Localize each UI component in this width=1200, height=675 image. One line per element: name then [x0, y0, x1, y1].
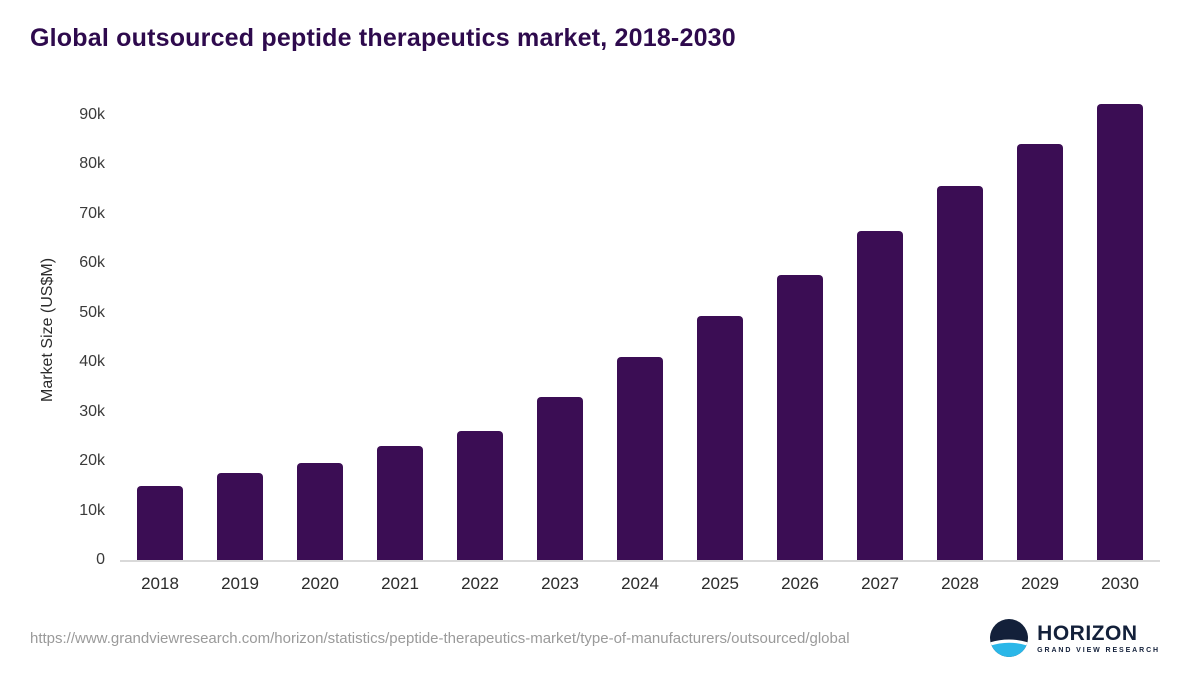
x-tick-label-2021: 2021: [381, 574, 419, 593]
horizon-logo-icon: [990, 619, 1029, 657]
bar-2021: [377, 445, 423, 560]
y-tick-label-0: 0: [96, 551, 105, 568]
y-tick-label-80k: 80k: [79, 155, 105, 173]
bar-column-2025: [680, 100, 760, 560]
y-tick-label-40k: 40k: [79, 353, 105, 371]
logo-title: HORIZON: [1037, 621, 1138, 645]
bar-column-2026: [760, 100, 840, 560]
y-tick-label-10k: 10k: [79, 501, 105, 519]
x-tick-label-2028: 2028: [941, 574, 979, 593]
source-url: https://www.grandviewresearch.com/horizo…: [30, 630, 850, 647]
x-tick-label-2026: 2026: [781, 574, 819, 593]
bar-2022: [457, 431, 503, 560]
bar-column-2021: [360, 100, 440, 560]
y-tick-label-30k: 30k: [79, 402, 105, 420]
y-tick-label-20k: 20k: [79, 452, 105, 470]
bar-column-2029: [1000, 100, 1080, 560]
x-tick-label-2020: 2020: [301, 574, 339, 593]
y-tick-label-60k: 60k: [79, 254, 105, 272]
bar-2018: [137, 485, 183, 560]
bar-column-2027: [840, 100, 920, 560]
bar-2020: [297, 463, 343, 560]
logo-text: HORIZON GRAND VIEW RESEARCH: [1037, 623, 1160, 654]
bar-column-2022: [440, 100, 520, 560]
x-tick-label-2023: 2023: [541, 574, 579, 593]
bar-column-2024: [600, 100, 680, 560]
bar-column-2020: [280, 100, 360, 560]
horizon-logo: HORIZON GRAND VIEW RESEARCH: [990, 619, 1160, 657]
x-tick-label-2027: 2027: [861, 574, 899, 593]
bar-2024: [617, 356, 663, 560]
y-tick-label-70k: 70k: [79, 204, 105, 222]
y-tick-label-50k: 50k: [79, 303, 105, 321]
bar-column-2018: [120, 100, 200, 560]
plot-area: [120, 100, 1160, 562]
x-tick-label-2025: 2025: [701, 574, 739, 593]
bar-2030: [1097, 103, 1143, 560]
bar-chart: Market Size (US$M) 0 10k 20k 30k 40k 50k 60k 70…: [39, 100, 1160, 593]
x-tick-label-2019: 2019: [221, 574, 259, 593]
bar-2029: [1017, 143, 1063, 560]
y-tick-label-90k: 90k: [79, 105, 105, 123]
bar-2027: [857, 231, 903, 560]
bar-2025: [697, 315, 743, 560]
y-axis-title: Market Size (US$M): [39, 257, 56, 403]
bar-column-2019: [200, 100, 280, 560]
y-axis: 0 10k 20k 30k 40k 50k 60k 70k 80k 90k: [65, 100, 113, 567]
x-tick-label-2030: 2030: [1101, 574, 1139, 593]
bar-2026: [777, 274, 823, 560]
x-tick-label-2022: 2022: [461, 574, 499, 593]
bar-2023: [537, 396, 583, 560]
bar-column-2023: [520, 100, 600, 560]
bar-column-2028: [920, 100, 1000, 560]
bar-2019: [217, 472, 263, 560]
chart-title: Global outsourced peptide therapeutics m…: [30, 24, 736, 52]
logo-subtitle: GRAND VIEW RESEARCH: [1037, 646, 1160, 654]
bar-2028: [937, 186, 983, 560]
bars: [120, 100, 1160, 560]
bar-column-2030: [1080, 100, 1160, 560]
x-tick-label-2029: 2029: [1021, 574, 1059, 593]
x-axis-labels: 2018 2019 2020 2021 2022 2023 2024 2025 2026 2027…: [120, 562, 1160, 594]
x-tick-label-2024: 2024: [621, 574, 659, 593]
x-tick-label-2018: 2018: [141, 574, 179, 593]
